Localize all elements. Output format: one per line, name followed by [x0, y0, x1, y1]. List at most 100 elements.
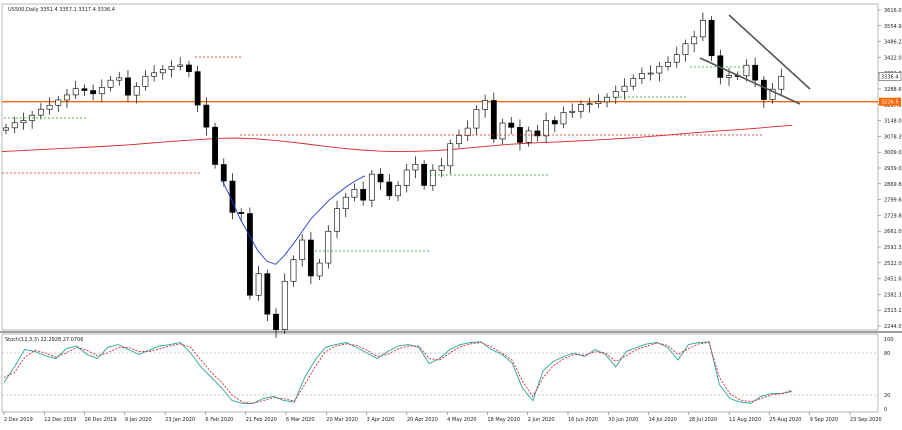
candle-body: [212, 126, 218, 165]
candle-body: [447, 143, 454, 167]
candle-body: [11, 122, 18, 129]
x-axis-label: 16 Jun 2020: [568, 417, 598, 423]
candle-body: [403, 169, 410, 186]
candle-body: [377, 173, 384, 183]
candle-body: [569, 110, 576, 113]
candle-body: [543, 120, 550, 137]
y-axis-label: 3486.2: [884, 40, 902, 46]
stoch-scale-label: 20: [884, 393, 890, 399]
candle-body: [473, 109, 480, 129]
x-axis-label: 11 Aug 2020: [729, 417, 761, 423]
x-axis-label: 28 Jul 2020: [689, 417, 717, 423]
wedge-upper-line[interactable]: [728, 14, 811, 90]
x-axis-label: 4 May 2020: [447, 417, 476, 423]
y-axis-label: 2869.8: [884, 182, 902, 188]
candle-body: [665, 61, 671, 67]
y-axis-label: 3078.3: [884, 134, 902, 140]
candle-body: [421, 163, 428, 186]
stoch-scale-label: 100: [884, 337, 894, 343]
y-axis-label: 2244.0: [884, 324, 902, 330]
y-axis-label: 2451.6: [884, 277, 902, 283]
x-axis-label: 2 Dec 2019: [4, 417, 33, 423]
candle-body: [186, 64, 192, 72]
candle-body: [220, 164, 227, 182]
x-axis-label: 23 Jan 2020: [165, 417, 195, 423]
candle-body: [534, 130, 541, 137]
candle-body: [151, 72, 158, 77]
candle-body: [647, 72, 654, 75]
candle-body: [760, 79, 767, 100]
candle-body: [325, 230, 332, 264]
stoch-indicator-label: Stoch(12,3,3) 22.2928 27.0706: [5, 337, 83, 343]
main-pane-frame: [1, 3, 879, 331]
candle-body: [682, 43, 689, 55]
x-axis-label: 20 Apr 2020: [407, 417, 438, 423]
y-axis-label: 2729.8: [884, 213, 902, 219]
symbol-header: US500,Daily 3351.4 3357.1 3317.4 3336.4: [8, 7, 115, 13]
candle-body: [46, 104, 53, 110]
candle-body: [98, 87, 105, 95]
candle-body: [769, 88, 776, 100]
candle-body: [368, 173, 375, 201]
y-axis-label: 3422.0: [884, 55, 902, 61]
candle-body: [490, 100, 497, 140]
candle-body: [708, 19, 715, 57]
candle-body: [90, 90, 97, 95]
wedge-lower-line[interactable]: [699, 57, 801, 105]
candle-body: [726, 75, 732, 78]
x-axis-label: 6 Mar 2020: [286, 417, 315, 423]
candle-body: [3, 127, 9, 131]
x-axis-label: 21 Feb 2020: [246, 417, 277, 423]
stoch-main-line: [3, 341, 793, 404]
candle-body: [360, 189, 367, 201]
candle-body: [429, 169, 436, 186]
oscillator-pane-frame: [1, 333, 879, 413]
candle-body: [699, 19, 706, 38]
x-axis-label: 9 Sep 2020: [810, 417, 839, 423]
candle-body: [159, 69, 166, 74]
y-axis-label: 2522.0: [884, 261, 902, 267]
candle-body: [316, 262, 323, 277]
candle-body: [37, 108, 44, 116]
y-axis-label: 2313.1: [884, 308, 902, 314]
candle-body: [125, 77, 131, 96]
y-axis-label: 3148.0: [884, 119, 902, 125]
candle-body: [560, 112, 567, 125]
candle-body: [342, 196, 349, 209]
candle-body: [499, 122, 506, 140]
candle-body: [81, 88, 88, 91]
candle-body: [778, 76, 785, 90]
x-axis-label: 3 Apr 2020: [367, 417, 395, 423]
candle-body: [334, 208, 340, 232]
x-axis-label: 20 Mar 2020: [326, 417, 358, 423]
candle-body: [638, 73, 645, 79]
candle-body: [604, 96, 610, 103]
y-axis-label: 2939.0: [884, 166, 902, 172]
y-axis-label: 2661.0: [884, 229, 902, 235]
candle-body: [238, 212, 245, 214]
candle-body: [72, 88, 79, 96]
red-moving-average: [1, 124, 793, 153]
candle-body: [386, 181, 393, 197]
y-axis-label: 2591.3: [884, 245, 902, 251]
stoch-scale-label: 80: [884, 351, 890, 357]
candle-body: [264, 273, 271, 315]
candle-body: [351, 189, 358, 198]
candle-body: [133, 86, 140, 96]
candle-body: [168, 66, 175, 70]
candle-body: [621, 85, 628, 92]
y-axis-label: 3616.0: [884, 8, 902, 14]
candle-body: [630, 78, 637, 87]
x-axis-label: 9 Jan 2020: [125, 417, 152, 423]
y-axis-label: 3288.6: [884, 87, 902, 93]
stoch-scale-label: 0: [884, 407, 887, 413]
candle-body: [116, 77, 123, 81]
candle-body: [691, 36, 698, 45]
candle-body: [194, 71, 201, 106]
x-axis-label: 2 Jun 2020: [528, 417, 555, 423]
candle-body: [203, 104, 210, 128]
candle-body: [525, 130, 532, 143]
candle-body: [64, 94, 70, 101]
